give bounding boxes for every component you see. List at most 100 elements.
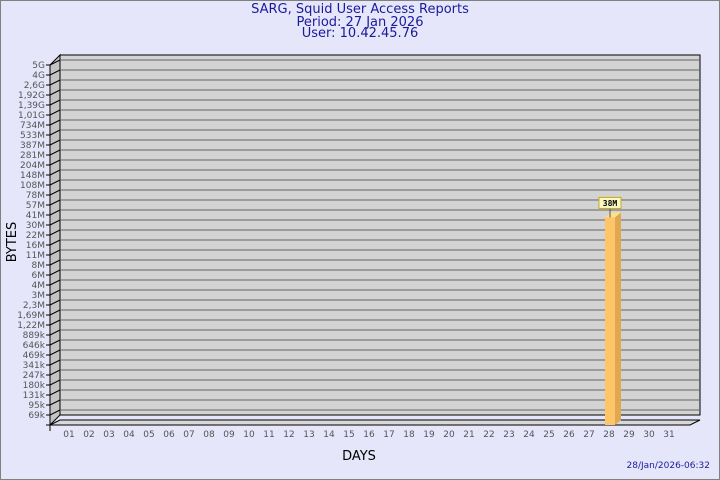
y-tick-slant	[49, 349, 61, 356]
x-tick-label: 20	[443, 430, 455, 440]
y-tick-slant	[49, 369, 61, 376]
x-tick-label: 03	[103, 430, 114, 440]
y-tick-label: 3M	[32, 291, 46, 301]
y-tick-slant	[49, 309, 61, 316]
y-tick-label: 734M	[20, 121, 45, 131]
y-tick-label: 78M	[26, 191, 45, 201]
y-axis-label: BYTES	[5, 222, 20, 263]
x-tick-label: 05	[143, 430, 154, 440]
bar-value-box	[598, 196, 622, 209]
x-tick-label: 14	[323, 430, 335, 440]
y-tick-slant	[49, 269, 61, 276]
x-tick-label: 19	[423, 430, 435, 440]
y-tick-slant	[49, 229, 61, 236]
x-tick-label: 18	[403, 430, 415, 440]
chart-title: SARG, Squid User Access Reports	[251, 2, 469, 17]
x-tick-label: 30	[643, 430, 655, 440]
y-tick-label: 8M	[32, 261, 46, 271]
y-tick-label: 11M	[26, 251, 45, 261]
y-tick-label: 1,22M	[17, 321, 45, 331]
x-tick-label: 09	[223, 430, 235, 440]
y-tick-slant	[49, 329, 61, 336]
y-tick-slant	[49, 149, 61, 156]
x-tick-label: 12	[283, 430, 294, 440]
y-tick-slant	[49, 79, 61, 86]
y-tick-slant	[49, 179, 61, 186]
y-tick-slant	[49, 379, 61, 386]
x-tick-label: 11	[263, 430, 274, 440]
y-tick-slant	[49, 199, 61, 206]
y-tick-label: 469k	[23, 351, 46, 361]
y-tick-slant	[49, 339, 61, 346]
y-tick-label: 41M	[26, 211, 45, 221]
y-tick-label: 1,01G	[18, 111, 45, 121]
plot-floor	[49, 419, 701, 426]
x-tick-label: 26	[563, 430, 575, 440]
y-tick-slant	[49, 89, 61, 96]
x-tick-label: 01	[63, 430, 74, 440]
y-tick-slant	[49, 169, 61, 176]
y-tick-label: 148M	[20, 171, 45, 181]
bar-value-label: 38M	[603, 199, 618, 208]
chart-user: User: 10.42.45.76	[301, 26, 419, 41]
x-tick-label: 22	[483, 430, 494, 440]
y-tick-slant	[49, 389, 61, 396]
y-tick-label: 889k	[23, 331, 46, 341]
y-tick-label: 1,69M	[17, 311, 45, 321]
y-tick-label: 22M	[26, 231, 45, 241]
x-tick-label: 29	[623, 430, 635, 440]
x-tick-label: 08	[203, 430, 215, 440]
y-tick-label: 1,92G	[18, 91, 45, 101]
timestamp: 28/Jan/2026-06:32	[626, 461, 710, 471]
y-tick-slant	[49, 189, 61, 196]
y-tick-label: 5G	[32, 61, 45, 71]
y-tick-label: 533M	[20, 131, 45, 141]
y-tick-label: 4M	[32, 281, 46, 291]
y-tick-label: 95k	[28, 401, 45, 411]
y-tick-label: 131k	[23, 391, 46, 401]
x-tick-label: 16	[363, 430, 375, 440]
x-tick-label: 15	[343, 430, 354, 440]
x-tick-label: 28	[603, 430, 615, 440]
y-tick-slant	[49, 399, 61, 406]
x-tick-label: 13	[303, 430, 314, 440]
x-tick-label: 25	[543, 430, 554, 440]
x-tick-label: 04	[123, 430, 135, 440]
y-tick-label: 2,6G	[24, 81, 45, 91]
y-tick-slant	[49, 209, 61, 216]
y-tick-slant	[49, 359, 61, 366]
y-tick-slant	[49, 119, 61, 126]
bar-day-27	[605, 217, 615, 425]
y-tick-slant	[49, 129, 61, 136]
y-tick-slant	[49, 109, 61, 116]
y-tick-label: 646k	[23, 341, 46, 351]
y-tick-label: 16M	[26, 241, 45, 251]
y-tick-label: 204M	[20, 161, 45, 171]
y-tick-label: 180k	[23, 381, 46, 391]
y-tick-label: 341k	[23, 361, 46, 371]
y-tick-slant	[49, 139, 61, 146]
x-tick-label: 07	[183, 430, 194, 440]
x-tick-label: 27	[583, 430, 594, 440]
y-tick-slant	[49, 69, 61, 76]
x-tick-label: 06	[163, 430, 175, 440]
y-tick-label: 281M	[20, 151, 45, 161]
y-tick-slant	[49, 219, 61, 226]
y-tick-slant	[49, 319, 61, 326]
y-tick-label: 247k	[23, 371, 46, 381]
plot-back-panel	[59, 54, 701, 416]
y-tick-slant	[49, 259, 61, 266]
y-tick-slant	[49, 159, 61, 166]
x-tick-label: 02	[83, 430, 94, 440]
x-tick-label: 31	[663, 430, 674, 440]
x-tick-label: 10	[243, 430, 255, 440]
y-tick-slant	[49, 279, 61, 286]
y-tick-label: 108M	[20, 181, 45, 191]
y-tick-label: 57M	[26, 201, 45, 211]
x-tick-label: 17	[383, 430, 394, 440]
x-tick-label: 23	[503, 430, 514, 440]
bar-top	[605, 212, 621, 218]
bar-side	[615, 212, 621, 425]
x-axis-label: DAYS	[342, 449, 376, 464]
y-tick-slant	[49, 289, 61, 296]
